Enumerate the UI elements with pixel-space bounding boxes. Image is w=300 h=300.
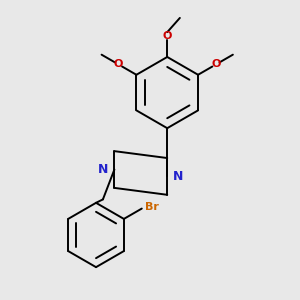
Text: N: N (98, 163, 109, 176)
Text: Br: Br (145, 202, 159, 212)
Text: O: O (114, 59, 123, 69)
Text: O: O (211, 59, 221, 69)
Text: O: O (163, 31, 172, 41)
Text: N: N (173, 170, 183, 183)
